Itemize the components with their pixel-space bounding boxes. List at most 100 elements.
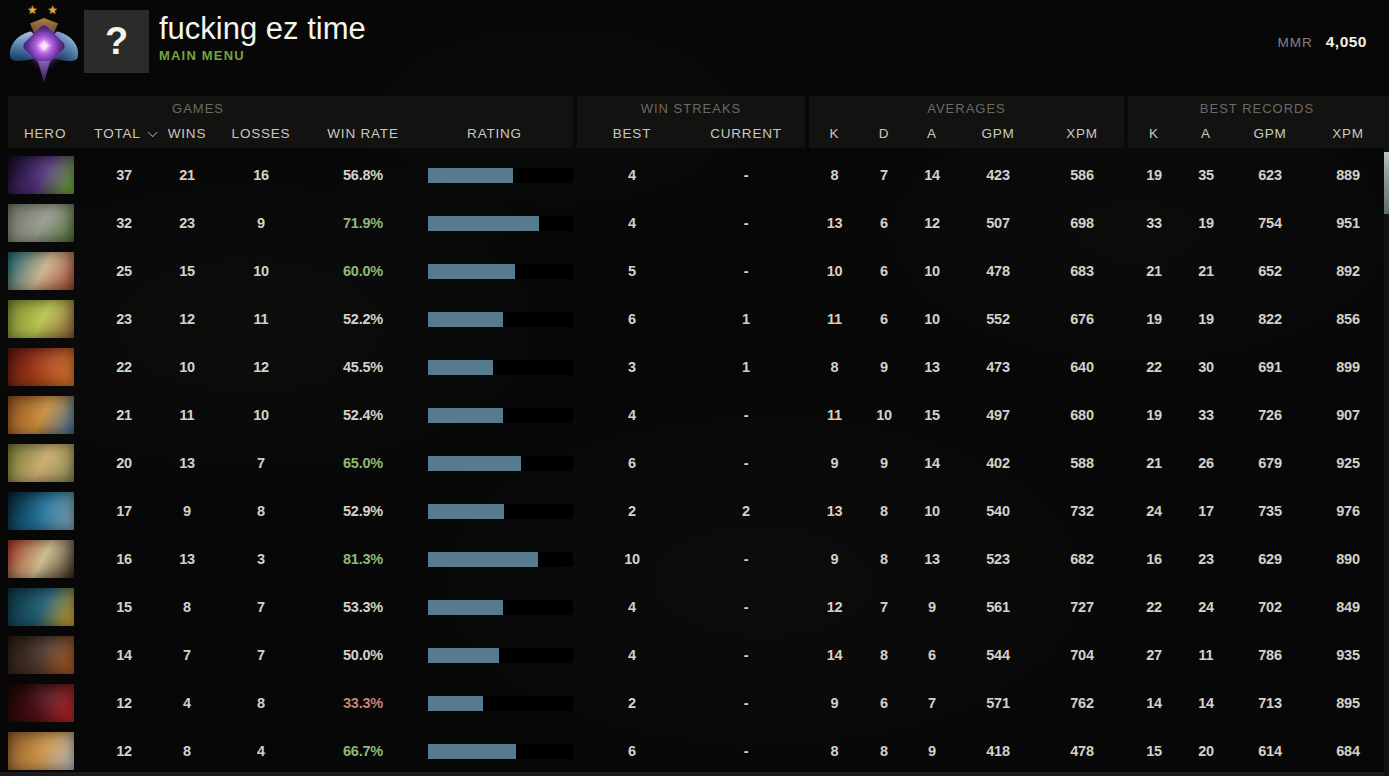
table-row[interactable]: 25 15 10 60.0% 5 - 10 6 10 478 683 21 21… [0,247,1388,295]
cell-avg-a: 10 [908,503,956,519]
col-header-avg-xpm[interactable]: XPM [1040,126,1124,141]
hero-portrait[interactable] [8,588,74,626]
rating-bar-fill [428,264,515,279]
table-row[interactable]: 15 8 7 53.3% 4 - 12 7 9 561 727 22 24 70… [0,583,1388,631]
cell-losses: 8 [212,503,310,519]
cell-best-k: 14 [1128,695,1180,711]
cell-avg-gpm: 561 [956,599,1040,615]
col-header-avg-a[interactable]: A [908,126,956,141]
cell-best-a: 24 [1180,599,1232,615]
cell-avg-d: 8 [860,551,908,567]
cell-win-rate: 56.8% [310,167,416,183]
col-header-current[interactable]: CURRENT [687,126,805,141]
cell-best-xpm: 684 [1308,743,1388,759]
sort-chevron-icon [147,127,157,137]
cell-streak-current: 1 [687,359,805,375]
cell-wins: 4 [162,695,212,711]
hero-portrait[interactable] [8,684,74,722]
cell-avg-k: 9 [809,551,860,567]
col-header-avg-k[interactable]: K [809,126,860,141]
cell-win-rate: 65.0% [310,455,416,471]
table-row[interactable]: 12 4 8 33.3% 2 - 9 6 7 571 762 14 14 713… [0,679,1388,727]
cell-best-xpm: 890 [1308,551,1388,567]
hero-portrait[interactable] [8,540,74,578]
table-row[interactable]: 16 13 3 81.3% 10 - 9 8 13 523 682 16 23 … [0,535,1388,583]
table-row[interactable]: 21 11 10 52.4% 4 - 11 10 15 497 680 19 3… [0,391,1388,439]
rating-bar-fill [428,552,538,567]
rating-bar [428,408,573,423]
cell-wins: 8 [162,599,212,615]
col-header-rating[interactable]: RATING [416,126,573,141]
cell-avg-gpm: 540 [956,503,1040,519]
cell-best-xpm: 892 [1308,263,1388,279]
cell-best-gpm: 679 [1232,455,1308,471]
hero-portrait[interactable] [8,636,74,674]
col-header-avg-gpm[interactable]: GPM [956,126,1040,141]
hero-portrait[interactable] [8,204,74,242]
cell-avg-a: 9 [908,599,956,615]
table-row[interactable]: 12 8 4 66.7% 6 - 8 8 9 418 478 15 20 614… [0,727,1388,775]
cell-avg-d: 9 [860,359,908,375]
scrollbar[interactable] [1384,96,1389,776]
hero-portrait[interactable] [8,444,74,482]
cell-best-xpm: 895 [1308,695,1388,711]
cell-streak-current: - [687,455,805,471]
col-header-best-a[interactable]: A [1180,126,1232,141]
cell-avg-a: 14 [908,167,956,183]
table-row[interactable]: 22 10 12 45.5% 3 1 8 9 13 473 640 22 30 … [0,343,1388,391]
table-row[interactable]: 37 21 16 56.8% 4 - 8 7 14 423 586 19 35 … [0,151,1388,199]
col-header-avg-d[interactable]: D [860,126,908,141]
table-row[interactable]: 20 13 7 65.0% 6 - 9 9 14 402 588 21 26 6… [0,439,1388,487]
col-header-best-k[interactable]: K [1128,126,1180,141]
hero-portrait[interactable] [8,348,74,386]
hero-portrait[interactable] [8,156,74,194]
cell-best-k: 33 [1128,215,1180,231]
hero-portrait[interactable] [8,732,74,770]
table-header: GAMES WIN STREAKS AVERAGES BEST RECORDS … [0,96,1389,148]
hero-portrait[interactable] [8,396,74,434]
cell-avg-xpm: 586 [1040,167,1124,183]
group-label-games: GAMES [86,101,310,116]
avatar-question-glyph: ? [105,20,128,63]
hero-portrait[interactable] [8,492,74,530]
cell-best-a: 30 [1180,359,1232,375]
cell-win-rate: 45.5% [310,359,416,375]
col-header-best[interactable]: BEST [577,126,687,141]
cell-avg-d: 8 [860,743,908,759]
cell-best-xpm: 849 [1308,599,1388,615]
cell-total: 21 [86,407,162,423]
cell-avg-xpm: 732 [1040,503,1124,519]
hero-portrait[interactable] [8,300,74,338]
cell-avg-xpm: 683 [1040,263,1124,279]
col-header-win-rate[interactable]: WIN RATE [310,126,416,141]
table-row[interactable]: 23 12 11 52.2% 6 1 11 6 10 552 676 19 19… [0,295,1388,343]
table-row[interactable]: 32 23 9 71.9% 4 - 13 6 12 507 698 33 19 … [0,199,1388,247]
col-header-hero[interactable]: HERO [0,126,86,141]
rating-bar-fill [428,168,513,183]
cell-avg-gpm: 544 [956,647,1040,663]
col-header-best-gpm[interactable]: GPM [1232,126,1308,141]
scrollbar-thumb[interactable] [1384,152,1389,214]
col-header-wins[interactable]: WINS [162,126,212,141]
rating-bar [428,648,573,663]
hero-portrait[interactable] [8,252,74,290]
group-label-win-streaks: WIN STREAKS [577,101,805,116]
player-avatar[interactable]: ? [84,10,149,73]
cell-best-k: 24 [1128,503,1180,519]
rating-bar-fill [428,216,539,231]
cell-wins: 9 [162,503,212,519]
col-header-losses[interactable]: LOSSES [212,126,310,141]
cell-avg-k: 8 [809,743,860,759]
rating-bar-fill [428,360,493,375]
col-header-total[interactable]: TOTAL [86,126,162,141]
cell-streak-best: 6 [577,311,687,327]
cell-best-k: 19 [1128,407,1180,423]
table-row[interactable]: 17 9 8 52.9% 2 2 13 8 10 540 732 24 17 7… [0,487,1388,535]
cell-best-k: 22 [1128,359,1180,375]
main-menu-link[interactable]: MAIN MENU [159,48,366,63]
table-row[interactable]: 14 7 7 50.0% 4 - 14 8 6 544 704 27 11 78… [0,631,1388,679]
cell-avg-xpm: 704 [1040,647,1124,663]
cell-avg-d: 7 [860,599,908,615]
col-header-best-xpm[interactable]: XPM [1308,126,1388,141]
cell-avg-xpm: 478 [1040,743,1124,759]
